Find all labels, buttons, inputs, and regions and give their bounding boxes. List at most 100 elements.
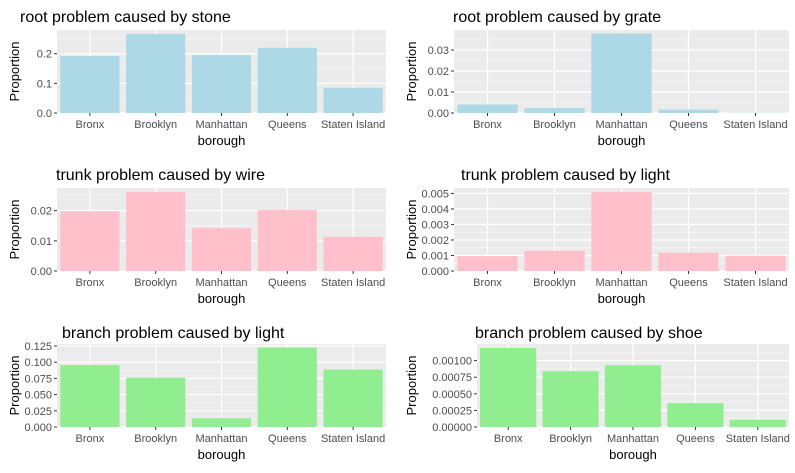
bar-manhattan [604,365,662,427]
x-tick-label: Manhattan [607,433,659,445]
x-tick-label: Staten Island [723,119,787,131]
x-tick-label: Brooklyn [134,433,177,445]
x-tick-label: Bronx [473,119,502,131]
x-tick-label: Brooklyn [549,433,592,445]
y-axis-label: Proportion [404,200,419,260]
bar-queens [658,252,719,271]
bar-queens [658,109,719,113]
x-tick-label: Queens [676,433,715,445]
x-tick-label: Brooklyn [134,277,177,289]
x-tick-label: Staten Island [321,433,385,445]
y-tick-label: 0.03 [428,45,449,57]
bar-bronx [60,211,120,271]
bar-staten-island [725,255,786,271]
bar-manhattan [591,33,652,113]
x-tick-label: Staten Island [723,277,787,289]
y-tick-label: 0.00000 [432,422,472,434]
x-tick-label: Bronx [76,119,105,131]
y-tick-label: 0.0 [37,108,52,120]
y-tick-label: 0.00 [428,108,449,120]
y-tick-label: 0.002 [421,235,449,247]
y-axis-label: Proportion [404,42,419,102]
chart-svg-branch-light: branch problem caused by light 0.000 0.025… [7,325,386,462]
y-tick-label: 0.1 [37,78,52,90]
bar-bronx [457,256,518,271]
chart-panel-trunk-light: trunk problem caused by light 0.000 0.001 0… [397,158,794,315]
y-tick-label: 0.050 [24,390,52,402]
bar-queens [667,403,724,427]
y-tick-label: 0.00025 [432,405,472,417]
bar-queens [257,210,317,271]
x-tick-label: Queens [669,119,708,131]
x-axis-label: borough [198,291,246,306]
y-tick-label: 0.02 [428,66,449,78]
y-axis-label: Proportion [7,200,22,260]
bar-bronx [60,56,120,113]
y-tick-label: 0.00100 [432,356,472,368]
y-tick-label: 0.001 [421,250,449,262]
y-tick-label: 0.025 [24,406,52,418]
chart-title: root problem caused by stone [20,9,231,26]
bar-brooklyn [524,108,585,113]
x-tick-label: Brooklyn [134,119,177,131]
x-axis-label: borough [198,133,246,148]
bar-staten-island [323,87,383,113]
x-tick-label: Brooklyn [533,119,576,131]
y-tick-label: 0.00075 [432,372,472,384]
chart-title: branch problem caused by light [62,325,285,342]
x-axis-label: borough [609,447,657,462]
bar-bronx [457,104,518,113]
y-axis-label: Proportion [7,42,22,102]
x-tick-label: Bronx [473,277,502,289]
bar-brooklyn [126,377,186,427]
chart-svg-root-grate: root problem caused by grate 0.00 0.01 0.02… [404,9,789,148]
x-tick-label: Manhattan [196,277,248,289]
chart-svg-branch-shoe: branch problem caused by shoe 0.00000 0.00… [404,325,790,462]
bar-brooklyn [524,250,585,271]
x-tick-label: Manhattan [196,119,248,131]
chart-panel-trunk-wire: trunk problem caused by wire 0.00 0.01 0.02… [0,158,397,315]
y-tick-label: 0.000 [421,266,449,278]
bar-manhattan [191,418,252,427]
y-tick-label: 0.005 [421,188,449,200]
bar-brooklyn [542,371,599,427]
y-tick-label: 0.00050 [432,389,472,401]
y-axis-label: Proportion [7,356,22,416]
y-tick-label: 0.01 [428,87,449,99]
y-tick-label: 0.00 [31,266,52,278]
x-tick-label: Manhattan [596,277,648,289]
bar-manhattan [191,228,252,271]
chart-panel-root-grate: root problem caused by grate 0.00 0.01 0.02… [397,0,794,157]
x-tick-label: Staten Island [726,433,790,445]
chart-svg-trunk-light: trunk problem caused by light 0.000 0.001 0… [404,167,789,306]
chart-panel-branch-light: branch problem caused by light 0.000 0.025… [0,316,397,473]
bar-staten-island [729,419,786,427]
chart-svg-trunk-wire: trunk problem caused by wire 0.00 0.01 0.02… [7,167,386,306]
chart-svg-root-stone: root problem caused by stone 0.0 0.1 0.2 Bro… [7,9,386,148]
x-tick-label: Staten Island [321,277,385,289]
bar-brooklyn [126,191,186,271]
y-axis-label: Proportion [404,356,419,416]
y-tick-label: 0.000 [24,422,52,434]
chart-title: trunk problem caused by light [461,167,671,184]
x-tick-label: Manhattan [196,433,248,445]
bar-brooklyn [126,33,186,113]
y-tick-label: 0.02 [31,206,52,218]
x-tick-label: Brooklyn [533,277,576,289]
y-tick-label: 0.075 [24,373,52,385]
y-tick-label: 0.100 [24,357,52,369]
x-tick-label: Bronx [494,433,523,445]
chart-title: branch problem caused by shoe [475,325,703,342]
x-tick-label: Queens [268,433,307,445]
x-axis-label: borough [198,447,246,462]
x-tick-label: Manhattan [596,119,648,131]
chart-title: trunk problem caused by wire [56,167,265,184]
bar-staten-island [323,369,383,427]
chart-title: root problem caused by grate [453,9,661,26]
x-tick-label: Bronx [76,277,105,289]
y-tick-label: 0.2 [37,49,52,61]
bar-manhattan [191,55,252,113]
x-tick-label: Queens [268,277,307,289]
x-tick-label: Queens [268,119,307,131]
bar-staten-island [323,236,383,271]
